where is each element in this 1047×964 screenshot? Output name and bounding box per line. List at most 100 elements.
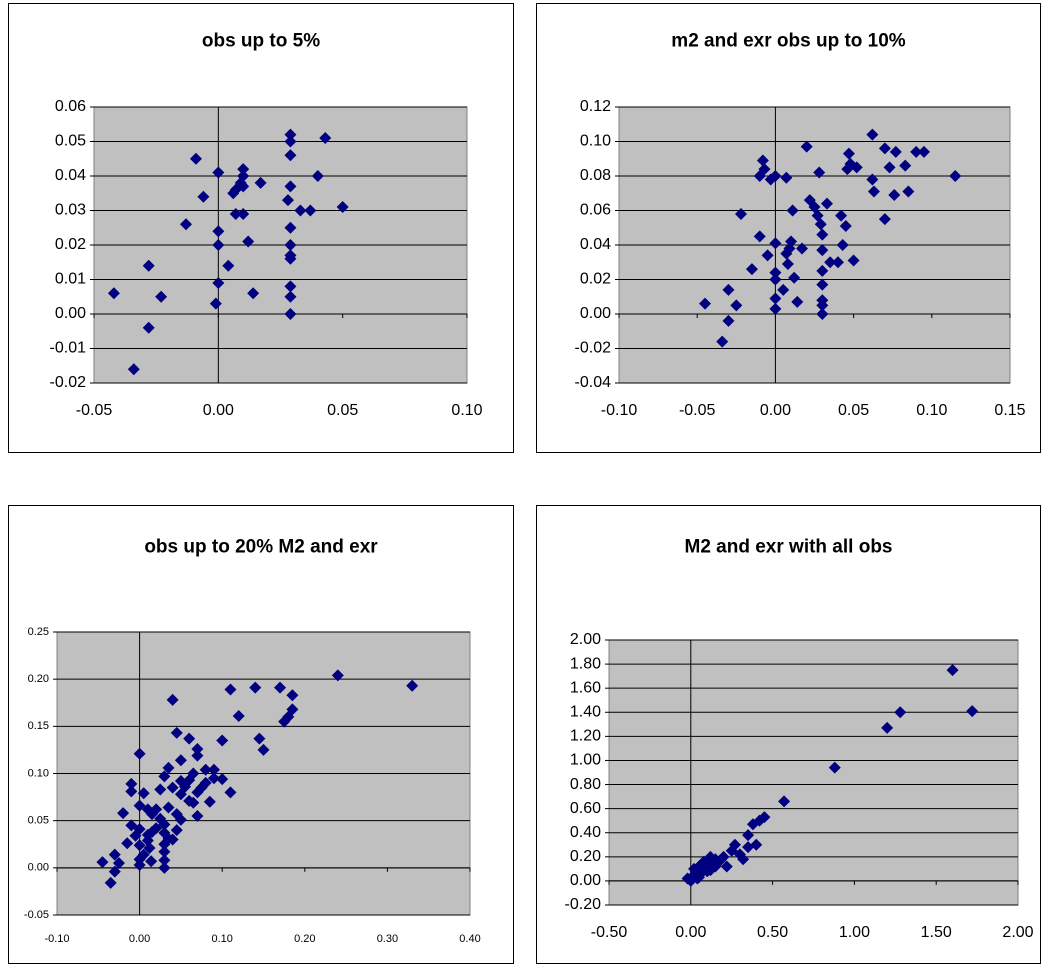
y-tick-label: 0.40 bbox=[570, 824, 601, 841]
point bbox=[839, 220, 852, 233]
x-tick-label: -0.10 bbox=[44, 933, 69, 945]
point bbox=[756, 154, 769, 167]
y-tick-label: 1.00 bbox=[570, 752, 601, 769]
point bbox=[778, 795, 791, 808]
point bbox=[174, 754, 187, 767]
point bbox=[835, 209, 848, 222]
point bbox=[966, 705, 979, 718]
point bbox=[174, 775, 187, 788]
x-tick-label: 0.50 bbox=[757, 924, 788, 941]
point bbox=[158, 854, 171, 867]
point bbox=[406, 679, 419, 692]
point bbox=[191, 809, 204, 822]
x-tick-label: -0.05 bbox=[76, 402, 113, 419]
point bbox=[311, 170, 324, 182]
x-tick-label: 0.40 bbox=[459, 933, 480, 945]
point bbox=[889, 145, 902, 158]
y-tick-label: 0.05 bbox=[55, 133, 86, 150]
y-tick-label: 0.01 bbox=[55, 271, 86, 288]
point bbox=[800, 140, 813, 153]
point bbox=[899, 159, 912, 172]
point bbox=[699, 297, 712, 310]
point bbox=[162, 761, 175, 774]
y-tick-label: 0.80 bbox=[570, 776, 601, 793]
point bbox=[170, 824, 183, 837]
y-tick-label: 0.02 bbox=[580, 271, 611, 288]
x-tick-label: -0.05 bbox=[679, 402, 716, 419]
point bbox=[145, 855, 158, 868]
point bbox=[137, 787, 150, 800]
x-tick-label: 0.10 bbox=[451, 402, 482, 419]
x-tick-label: 0.10 bbox=[211, 933, 232, 945]
point bbox=[224, 786, 237, 799]
y-tick-label: -0.01 bbox=[50, 340, 87, 357]
point bbox=[166, 693, 179, 706]
point bbox=[189, 152, 202, 165]
point bbox=[281, 194, 294, 207]
point bbox=[112, 857, 125, 870]
point bbox=[847, 254, 860, 267]
y-tick-label: 1.20 bbox=[570, 728, 601, 745]
point bbox=[686, 871, 699, 884]
point bbox=[125, 785, 138, 798]
point bbox=[769, 170, 782, 182]
point bbox=[137, 848, 150, 861]
point bbox=[237, 170, 250, 182]
y-tick-label: 0.00 bbox=[580, 305, 611, 322]
point bbox=[212, 225, 225, 238]
point bbox=[284, 290, 297, 303]
y-tick-label: 0.06 bbox=[580, 202, 611, 219]
point bbox=[117, 807, 130, 820]
point bbox=[170, 726, 183, 739]
point bbox=[142, 321, 155, 334]
point bbox=[96, 856, 109, 869]
point bbox=[881, 721, 894, 734]
point bbox=[836, 239, 849, 251]
point bbox=[284, 180, 297, 193]
x-tick-label: 0.15 bbox=[994, 402, 1025, 419]
point bbox=[785, 235, 798, 248]
point bbox=[336, 201, 349, 214]
point bbox=[761, 249, 774, 262]
point bbox=[180, 218, 193, 231]
point bbox=[274, 681, 287, 694]
y-tick-label: 1.40 bbox=[570, 703, 601, 720]
point bbox=[769, 266, 782, 279]
point bbox=[133, 747, 146, 760]
chart-title: m2 and exr obs up to 10% bbox=[671, 31, 905, 52]
point bbox=[816, 244, 829, 257]
y-tick-label: -0.04 bbox=[575, 374, 612, 391]
point bbox=[166, 833, 179, 846]
point bbox=[209, 297, 222, 310]
point bbox=[730, 299, 743, 312]
point bbox=[867, 185, 880, 198]
y-tick-label: 0.60 bbox=[570, 800, 601, 817]
y-tick-label: 0.25 bbox=[28, 626, 49, 638]
y-tick-label: 0.00 bbox=[570, 872, 601, 889]
y-tick-label: -0.05 bbox=[24, 909, 49, 921]
x-tick-label: 0.00 bbox=[203, 402, 234, 419]
point bbox=[133, 859, 146, 872]
point bbox=[222, 259, 235, 272]
point bbox=[883, 161, 896, 174]
point bbox=[902, 185, 915, 198]
y-tick-label: 0.06 bbox=[55, 98, 86, 115]
point bbox=[174, 788, 187, 801]
point bbox=[158, 861, 171, 874]
y-tick-label: 0.03 bbox=[55, 202, 86, 219]
point bbox=[142, 259, 155, 272]
point bbox=[104, 876, 117, 889]
point bbox=[191, 742, 204, 755]
point bbox=[207, 763, 220, 776]
x-tick-label: 1.00 bbox=[839, 924, 870, 941]
y-tick-label: 0.20 bbox=[570, 848, 601, 865]
point bbox=[780, 171, 793, 184]
point bbox=[158, 818, 171, 831]
point bbox=[254, 176, 267, 189]
point bbox=[203, 795, 216, 808]
point bbox=[155, 290, 168, 303]
x-tick-label: -0.10 bbox=[601, 402, 638, 419]
point bbox=[781, 257, 794, 270]
point bbox=[720, 860, 733, 873]
point bbox=[121, 837, 134, 850]
